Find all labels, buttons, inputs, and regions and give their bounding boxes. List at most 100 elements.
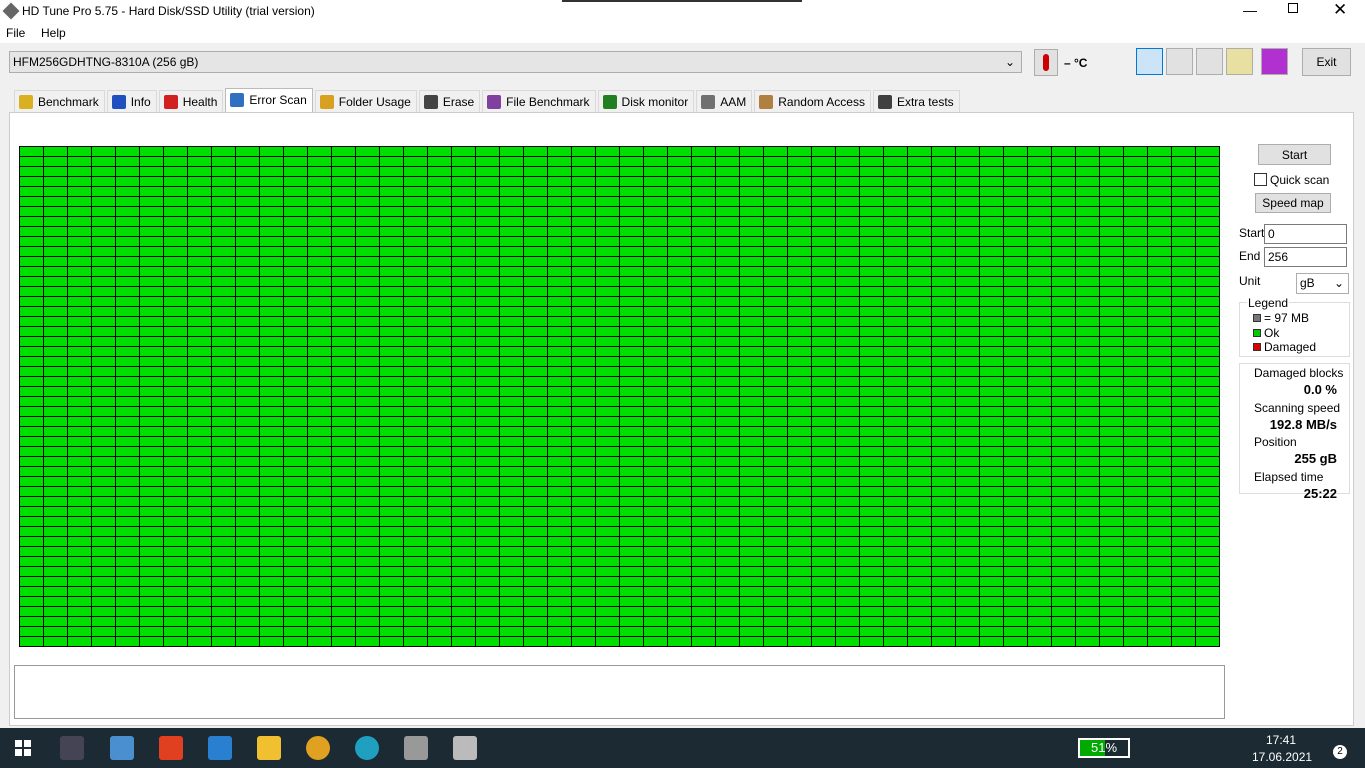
stat-value: 25:22 xyxy=(1303,485,1337,501)
block-map xyxy=(19,146,1220,647)
tab-label: File Benchmark xyxy=(506,95,590,109)
tab-icon xyxy=(602,95,617,109)
log-box xyxy=(14,665,1225,719)
stat-label: Elapsed time xyxy=(1254,469,1324,484)
tab-label: Random Access xyxy=(778,95,865,109)
minimize[interactable]: — xyxy=(1243,2,1257,18)
legend-swatch xyxy=(1253,314,1261,322)
tab-label: Info xyxy=(130,95,151,109)
tab-label: Error Scan xyxy=(249,93,307,107)
tab-icon xyxy=(163,95,178,109)
tab-label: Folder Usage xyxy=(338,95,411,109)
quick-scan-checkbox[interactable] xyxy=(1254,173,1267,186)
tab-bar: Benchmark Info Health Error Scan Folder Usag… xyxy=(14,88,962,114)
stat-label: Position xyxy=(1254,435,1297,449)
stat-value: 192.8 MB/s xyxy=(1269,416,1337,432)
tab-icon xyxy=(230,93,245,107)
speed-map-button[interactable]: Speed map xyxy=(1255,193,1331,213)
legend-swatch xyxy=(1253,329,1261,337)
tab-icon xyxy=(877,95,892,109)
temperature: – °C xyxy=(1064,56,1088,70)
tab-icon xyxy=(319,95,334,109)
tab[interactable]: AAM xyxy=(696,90,753,112)
taskbar-app[interactable] xyxy=(159,736,183,760)
menu-help[interactable]: Help xyxy=(41,26,66,40)
drive-name: HFM256GDHTNG-8310A (256 gB) xyxy=(13,55,199,69)
legend-title: Legend xyxy=(1247,296,1290,310)
clock-date[interactable]: 17.06.2021 xyxy=(1252,750,1313,764)
battery-meter[interactable]: 51% xyxy=(1078,738,1130,758)
tab[interactable]: Folder Usage xyxy=(314,90,417,112)
title-bar: HD Tune Pro 5.75 - Hard Disk/SSD Utility… xyxy=(0,0,1365,23)
dropdown-arrow: ⌄ xyxy=(1004,55,1015,69)
legend-label: = 97 MB xyxy=(1264,311,1310,325)
tab[interactable]: Benchmark xyxy=(14,90,105,112)
menu-bar: File Help xyxy=(0,23,1365,43)
tab-icon xyxy=(19,95,33,109)
clock-time[interactable]: 17:41 xyxy=(1266,733,1297,747)
tab-label: Disk monitor xyxy=(621,95,689,109)
stat-value: 0.0 % xyxy=(1303,382,1337,397)
save-button[interactable] xyxy=(1261,48,1288,75)
tab[interactable]: Extra tests xyxy=(872,90,960,112)
task-view[interactable] xyxy=(60,736,84,760)
start-button[interactable]: Start xyxy=(1258,144,1331,165)
unit-label: Unit xyxy=(1239,274,1261,288)
tab-label: AAM xyxy=(720,95,747,109)
screenshot-button[interactable] xyxy=(1196,48,1223,75)
dropdown-arrow: ⌄ xyxy=(1333,276,1344,290)
legend-item: Damaged xyxy=(1253,340,1316,354)
tab-label: Erase xyxy=(442,95,475,109)
tab[interactable]: File Benchmark xyxy=(482,90,596,112)
start-input[interactable]: 0 xyxy=(1264,224,1347,244)
taskbar-app[interactable] xyxy=(257,736,281,760)
copy-button[interactable] xyxy=(1136,48,1163,75)
unit-value: gB xyxy=(1300,276,1315,290)
end-label: End xyxy=(1239,249,1261,263)
menu-file[interactable]: File xyxy=(6,26,26,40)
taskbar: 51% 17:41 17.06.2021 2 xyxy=(0,728,1365,768)
maximize[interactable] xyxy=(1288,3,1298,13)
stats-box: Damaged blocks 0.0 % Scanning speed 192.8 M… xyxy=(1239,363,1350,501)
tab-icon xyxy=(423,95,438,109)
taskbar-app[interactable] xyxy=(208,736,232,760)
start-label: Start xyxy=(1239,226,1265,240)
unit-select[interactable]: gB ⌄ xyxy=(1296,273,1349,294)
tab[interactable]: Erase xyxy=(418,90,481,112)
tab-label: Health xyxy=(182,95,218,109)
legend-label: Ok xyxy=(1264,326,1280,340)
stat-value: 255 gB xyxy=(1294,451,1337,466)
taskbar-app[interactable] xyxy=(110,736,134,760)
legend-label: Damaged xyxy=(1264,340,1317,354)
tab-icon xyxy=(487,95,502,109)
tab-icon xyxy=(111,95,126,109)
start-menu[interactable] xyxy=(15,740,31,756)
taskbar-app[interactable] xyxy=(404,736,428,760)
close[interactable]: ✕ xyxy=(1333,0,1348,19)
window-title: HD Tune Pro 5.75 - Hard Disk/SSD Utility… xyxy=(22,4,315,18)
legend-item: = 97 MB xyxy=(1253,311,1309,325)
app-icon xyxy=(2,2,20,20)
drive-select[interactable]: HFM256GDHTNG-8310A (256 gB) ⌄ xyxy=(9,51,1022,73)
copy-all-button[interactable] xyxy=(1166,48,1193,75)
legend-box: Legend = 97 MB Ok Damaged xyxy=(1239,296,1350,357)
options-button[interactable] xyxy=(1226,48,1253,75)
exit-button[interactable]: Exit xyxy=(1302,48,1351,76)
quick-scan-label: Quick scan xyxy=(1270,173,1330,187)
legend-swatch xyxy=(1253,343,1261,351)
tab[interactable]: Health xyxy=(158,90,224,112)
tab-label: Extra tests xyxy=(896,95,954,109)
notification-count[interactable]: 2 xyxy=(1333,745,1347,759)
tab[interactable]: Random Access xyxy=(754,90,871,112)
tab[interactable]: Info xyxy=(106,90,157,112)
taskbar-app[interactable] xyxy=(306,736,330,760)
tab[interactable]: Disk monitor xyxy=(597,90,695,112)
stat-label: Scanning speed xyxy=(1254,400,1341,415)
tab[interactable]: Error Scan xyxy=(225,88,313,113)
taskbar-app[interactable] xyxy=(355,736,379,760)
temperature-button[interactable] xyxy=(1034,49,1058,76)
end-input[interactable]: 256 xyxy=(1264,247,1347,267)
taskbar-app[interactable] xyxy=(453,736,477,760)
drag-bar xyxy=(562,0,802,2)
